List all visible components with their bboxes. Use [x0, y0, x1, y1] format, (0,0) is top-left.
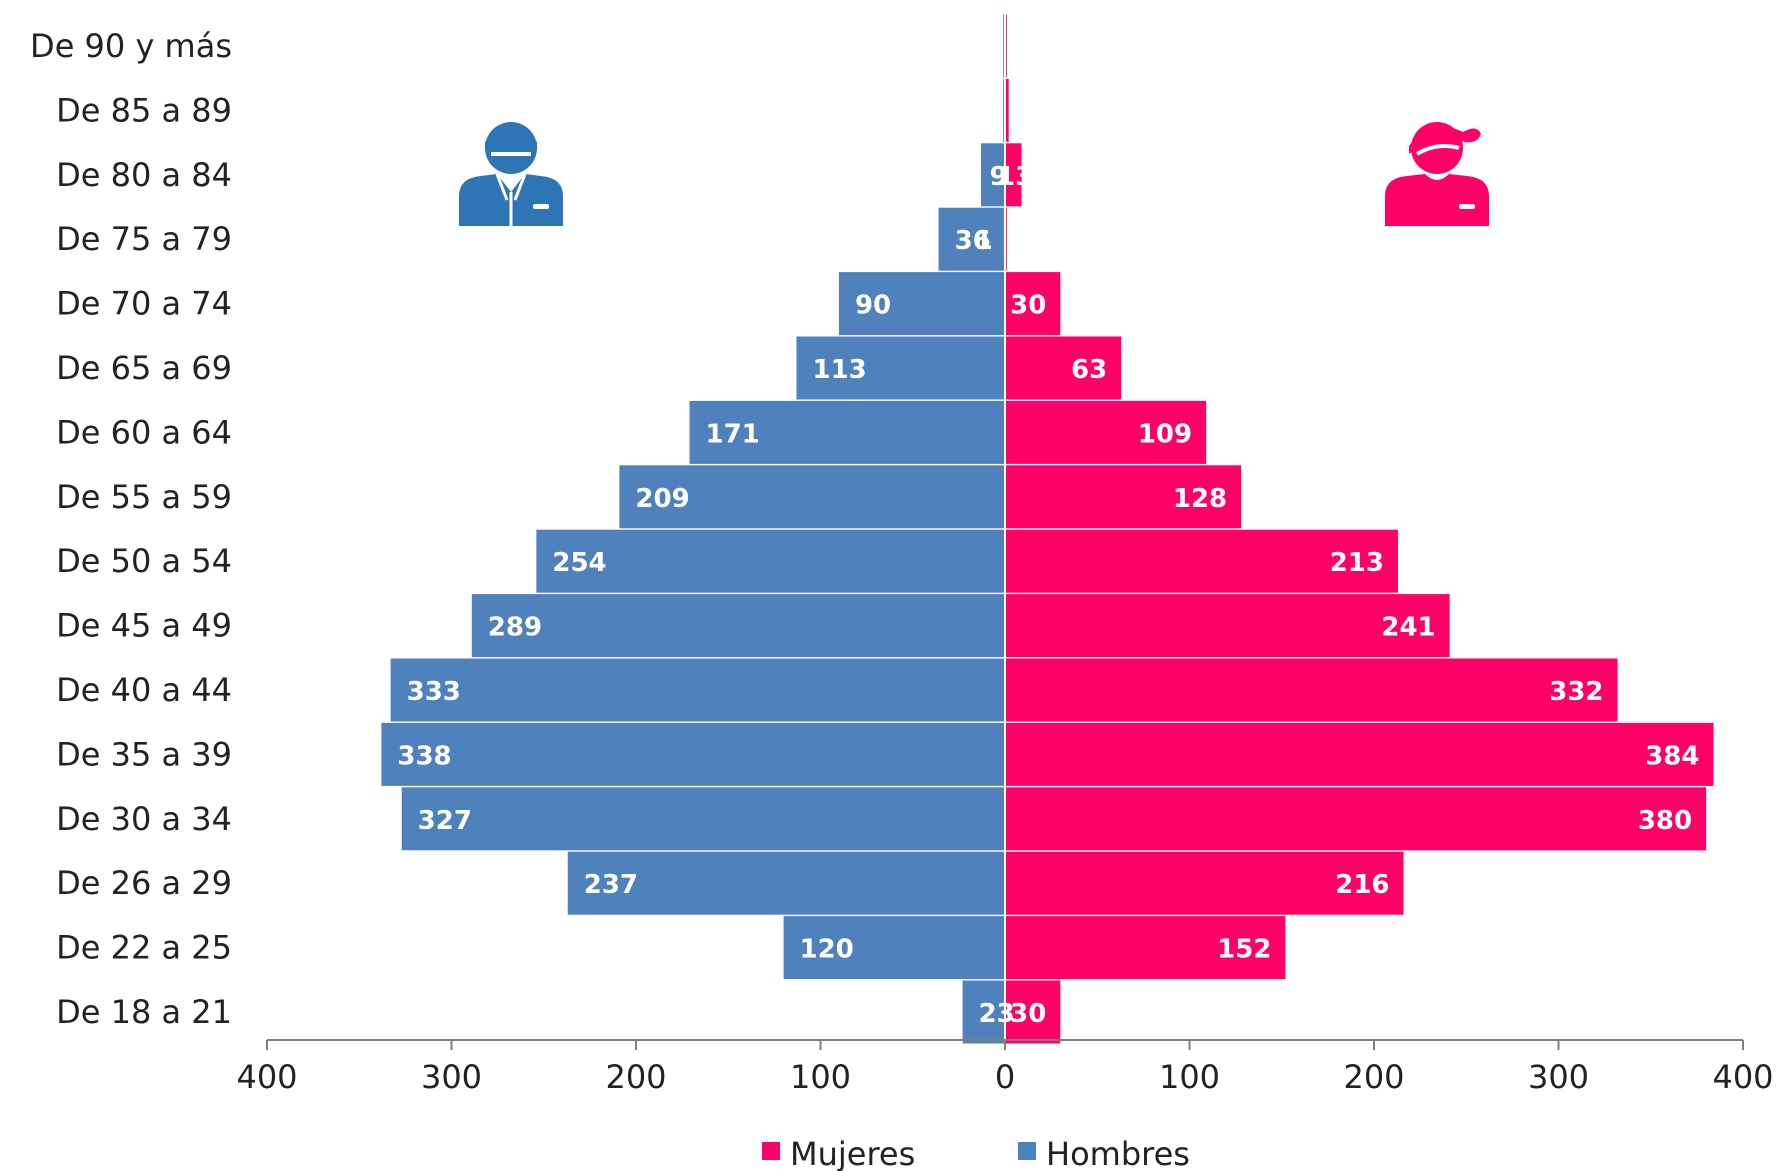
bar-mujeres-de-70-a-74: [1005, 272, 1061, 336]
bar-hombres-de-50-a-54: [536, 529, 1005, 593]
category-label-de-75-a-79: De 75 a 79: [56, 220, 232, 258]
bar-mujeres-de-35-a-39: [1005, 722, 1714, 786]
value-label-hombres-de-60-a-64: 171: [706, 419, 760, 449]
value-label-mujeres-de-18-a-21: 30: [1010, 999, 1046, 1029]
value-label-mujeres-de-35-a-39: 384: [1645, 741, 1699, 771]
bar-mujeres-de-50-a-54: [1005, 529, 1398, 593]
bar-hombres-de-40-a-44: [390, 658, 1005, 722]
value-label-hombres-de-50-a-54: 254: [552, 548, 606, 578]
bar-hombres-de-30-a-34: [401, 787, 1005, 851]
x-tick-label: 0: [995, 1058, 1015, 1096]
x-tick-label: 100: [1159, 1058, 1220, 1096]
value-label-hombres-de-26-a-29: 237: [584, 870, 638, 900]
legend-swatch-hombres: [1018, 1142, 1036, 1160]
value-label-hombres-de-80-a-84: 13: [997, 162, 1033, 192]
category-label-de-55-a-59: De 55 a 59: [56, 478, 232, 516]
x-axis: 400 300 200 100 0 100 200 300 400: [236, 1039, 1774, 1096]
x-tick-label: 100: [790, 1058, 851, 1096]
bar-mujeres-de-30-a-34: [1005, 787, 1707, 851]
category-label-de-35-a-39: De 35 a 39: [56, 735, 232, 773]
value-label-mujeres-de-65-a-69: 63: [1071, 355, 1107, 385]
value-label-hombres-de-40-a-44: 333: [407, 677, 461, 707]
value-label-mujeres-de-40-a-44: 332: [1549, 677, 1603, 707]
man-icon: [459, 122, 563, 226]
value-label-hombres-de-35-a-39: 338: [397, 741, 451, 771]
value-label-mujeres-de-60-a-64: 109: [1138, 419, 1192, 449]
bar-hombres-de-60-a-64: [689, 400, 1005, 464]
value-label-mujeres-de-55-a-59: 128: [1173, 484, 1227, 514]
category-label-de-80-a-84: De 80 a 84: [56, 156, 232, 194]
category-label-de-30-a-34: De 30 a 34: [56, 800, 232, 838]
legend: Mujeres Hombres: [762, 1135, 1190, 1171]
category-label-de-22-a-25: De 22 a 25: [56, 929, 232, 967]
bar-hombres-de-26-a-29: [567, 851, 1005, 915]
value-label-hombres-de-45-a-49: 289: [488, 613, 542, 643]
woman-icon: [1385, 122, 1489, 226]
x-tick-label: 200: [605, 1058, 666, 1096]
bar-hombres-de-45-a-49: [471, 594, 1005, 658]
x-tick-label: 400: [236, 1058, 297, 1096]
bar-hombres-de-70-a-74: [838, 272, 1005, 336]
legend-swatch-mujeres: [762, 1142, 780, 1160]
value-label-mujeres-de-70-a-74: 30: [1010, 291, 1046, 321]
bar-hombres-de-55-a-59: [619, 465, 1005, 529]
bar-mujeres-de-80-a-84: [1005, 143, 1022, 207]
bar-mujeres-de-22-a-25: [1005, 916, 1286, 980]
bar-mujeres-de-18-a-21: [1005, 980, 1061, 1044]
value-label-hombres-de-18-a-21: 23: [979, 999, 1015, 1029]
value-label-hombres-de-75-a-79: 36: [955, 226, 991, 256]
bar-hombres-de-65-a-69: [796, 336, 1005, 400]
category-label-de-70-a-74: De 70 a 74: [56, 285, 232, 323]
bar-mujeres-de-45-a-49: [1005, 594, 1450, 658]
value-label-hombres-de-65-a-69: 113: [813, 355, 867, 385]
value-label-mujeres-de-22-a-25: 152: [1217, 935, 1271, 965]
legend-item-mujeres: Mujeres: [762, 1135, 915, 1171]
value-label-hombres-de-22-a-25: 120: [800, 935, 854, 965]
bar-mujeres-de-60-a-64: [1005, 400, 1207, 464]
bar-hombres-de-80-a-84: [981, 143, 1005, 207]
category-label-de-18-a-21: De 18 a 21: [56, 993, 232, 1031]
legend-label-mujeres: Mujeres: [790, 1135, 915, 1171]
category-label-de-85-a-89: De 85 a 89: [56, 91, 232, 129]
x-tick-label: 400: [1712, 1058, 1773, 1096]
bar-hombres-de-35-a-39: [381, 722, 1005, 786]
category-label-de-50-a-54: De 50 a 54: [56, 542, 232, 580]
bar-mujeres-de-65-a-69: [1005, 336, 1122, 400]
bar-hombres-de-18-a-21: [962, 980, 1005, 1044]
value-label-hombres-de-55-a-59: 209: [635, 484, 689, 514]
value-label-mujeres-de-75-a-79: 1: [975, 226, 993, 256]
bar-mujeres-de-55-a-59: [1005, 465, 1242, 529]
x-tick-label: 300: [1528, 1058, 1589, 1096]
category-label-de-65-a-69: De 65 a 69: [56, 349, 232, 387]
value-label-hombres-de-30-a-34: 327: [418, 806, 472, 836]
bar-mujeres-de-85-a-89: [1005, 78, 1009, 142]
value-label-mujeres-de-50-a-54: 213: [1330, 548, 1384, 578]
value-label-hombres-de-70-a-74: 90: [855, 291, 891, 321]
category-label-de-26-a-29: De 26 a 29: [56, 864, 232, 902]
value-label-mujeres-de-26-a-29: 216: [1335, 870, 1389, 900]
x-tick-label: 300: [421, 1058, 482, 1096]
bar-hombres-de-75-a-79: [938, 207, 1005, 271]
legend-item-hombres: Hombres: [1018, 1135, 1190, 1171]
bar-mujeres-de-26-a-29: [1005, 851, 1404, 915]
x-tick-label: 200: [1343, 1058, 1404, 1096]
legend-label-hombres: Hombres: [1046, 1135, 1190, 1171]
value-label-mujeres-de-45-a-49: 241: [1381, 613, 1435, 643]
category-label-de-45-a-49: De 45 a 49: [56, 607, 232, 645]
bar-mujeres-de-40-a-44: [1005, 658, 1618, 722]
category-labels-layer: De 18 a 21 De 22 a 25 De 26 a 29 De 30 a 34…: [30, 27, 232, 1031]
category-label-de-60-a-64: De 60 a 64: [56, 413, 232, 451]
value-label-mujeres-de-30-a-34: 380: [1638, 806, 1692, 836]
value-label-mujeres-de-80-a-84: 9: [990, 162, 1008, 192]
bar-hombres-de-22-a-25: [783, 916, 1005, 980]
bars-layer: [381, 8, 1714, 1044]
category-label-de-40-a-44: De 40 a 44: [56, 671, 232, 709]
category-label-de-90-y-mas: De 90 y más: [30, 27, 232, 65]
